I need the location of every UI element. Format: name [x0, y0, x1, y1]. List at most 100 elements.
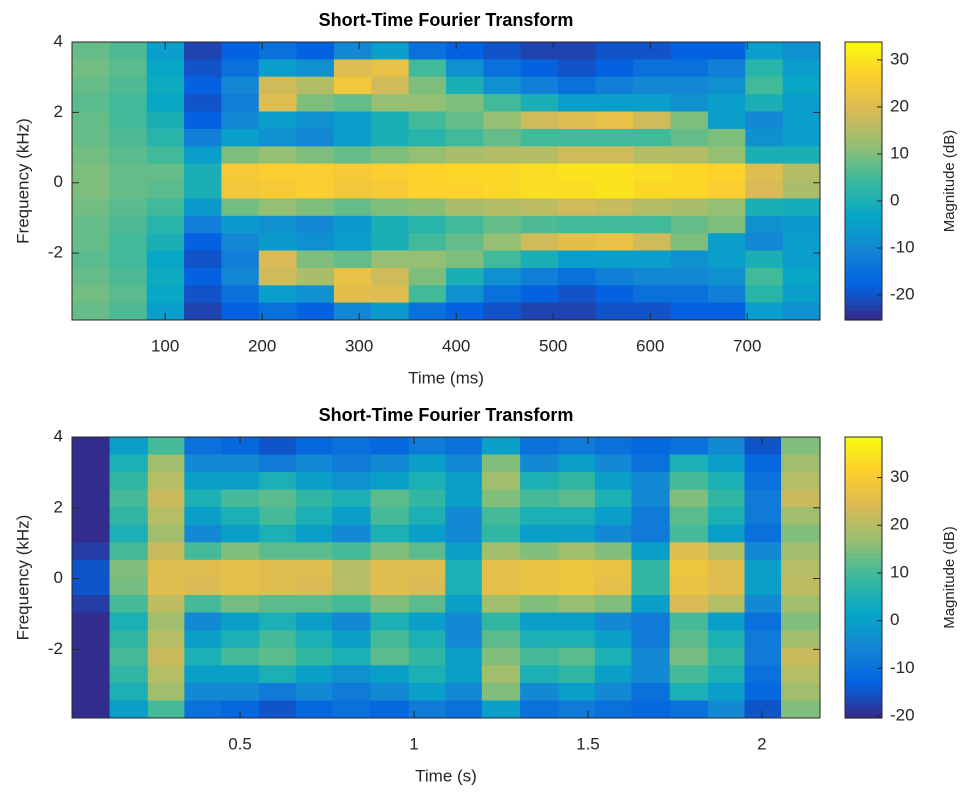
cell: [371, 146, 410, 165]
cell: [481, 437, 521, 456]
cell: [221, 146, 260, 165]
colorbar-swatch: [845, 568, 882, 574]
cell: [370, 507, 410, 526]
colorbar-swatch: [845, 629, 882, 635]
colorbar-swatch: [845, 544, 882, 550]
cell: [594, 524, 632, 543]
cell: [184, 181, 222, 199]
cell: [220, 454, 260, 473]
cell: [707, 647, 746, 666]
cell: [481, 559, 521, 578]
cell: [594, 489, 632, 508]
cell: [483, 146, 522, 165]
cell: [147, 507, 185, 526]
cell: [744, 647, 782, 666]
cell: [481, 472, 521, 491]
cell: [631, 489, 671, 508]
cell: [745, 215, 784, 234]
colorbar-tick-label: 30: [890, 467, 909, 486]
cell: [707, 472, 746, 491]
cell: [295, 454, 333, 473]
cell: [520, 630, 559, 649]
colorbar-swatch: [845, 92, 882, 99]
cell: [370, 489, 410, 508]
cell: [72, 647, 111, 666]
cell: [745, 146, 784, 165]
cell: [520, 507, 559, 526]
colorbar-swatch: [845, 469, 882, 476]
colorbar-swatch: [845, 483, 882, 490]
cell: [72, 59, 110, 78]
colorbar-swatch: [845, 633, 882, 639]
cell: [184, 630, 222, 649]
cell: [520, 472, 559, 491]
cell: [782, 233, 821, 251]
x-tick-label: 700: [733, 336, 761, 355]
cell: [520, 454, 559, 473]
colorbar-tick-label: -20: [890, 285, 915, 304]
cell: [483, 215, 522, 234]
y-tick-label: 4: [54, 426, 63, 445]
cell: [558, 454, 596, 473]
cell: [744, 612, 782, 631]
cell: [595, 215, 634, 234]
cell: [146, 302, 185, 321]
colorbar-swatch: [845, 273, 882, 279]
cell: [109, 595, 149, 614]
cell: [370, 682, 410, 701]
cell: [408, 559, 446, 578]
cell: [483, 198, 522, 217]
cell: [220, 577, 260, 596]
cell: [558, 215, 596, 234]
cell: [296, 59, 335, 78]
cell: [221, 128, 260, 147]
cell: [295, 524, 333, 543]
colorbar-swatch: [845, 162, 882, 168]
cell: [744, 454, 782, 473]
cell: [446, 128, 484, 147]
cell: [558, 42, 596, 60]
cell: [333, 198, 372, 217]
cell: [481, 454, 521, 473]
cell: [558, 559, 596, 578]
cell: [481, 612, 521, 631]
colorbar-swatch: [845, 694, 882, 700]
cell: [295, 630, 333, 649]
colorbar-swatch: [845, 488, 882, 494]
cell: [109, 700, 149, 719]
colorbar-swatch: [845, 241, 882, 247]
cell: [408, 215, 447, 234]
cell: [371, 198, 410, 217]
colorbar-swatch: [845, 120, 882, 126]
cell: [332, 559, 372, 578]
cell: [520, 647, 559, 666]
y-tick-label: -2: [48, 639, 63, 658]
cell: [558, 612, 596, 631]
cell: [446, 215, 484, 234]
cell: [483, 76, 522, 95]
colorbar-swatch: [845, 474, 882, 480]
cell: [633, 267, 672, 286]
cell: [146, 128, 185, 147]
cell: [594, 559, 632, 578]
cell: [333, 94, 372, 112]
cell: [333, 267, 372, 286]
cell: [147, 437, 185, 456]
cell: [296, 285, 335, 304]
cell: [595, 111, 634, 130]
y-tick-label: 2: [54, 497, 63, 516]
cell: [258, 267, 298, 286]
cell: [782, 94, 821, 112]
cell: [707, 181, 746, 199]
colorbar-swatch: [845, 577, 882, 583]
cell: [481, 595, 521, 614]
colorbar-swatch: [845, 582, 882, 588]
colorbar-swatch: [845, 451, 882, 457]
cell: [483, 285, 522, 304]
cell: [333, 215, 372, 234]
cell: [669, 612, 709, 631]
colorbar-swatch: [845, 572, 882, 579]
colorbar-swatch: [845, 46, 882, 52]
cell: [745, 267, 784, 286]
